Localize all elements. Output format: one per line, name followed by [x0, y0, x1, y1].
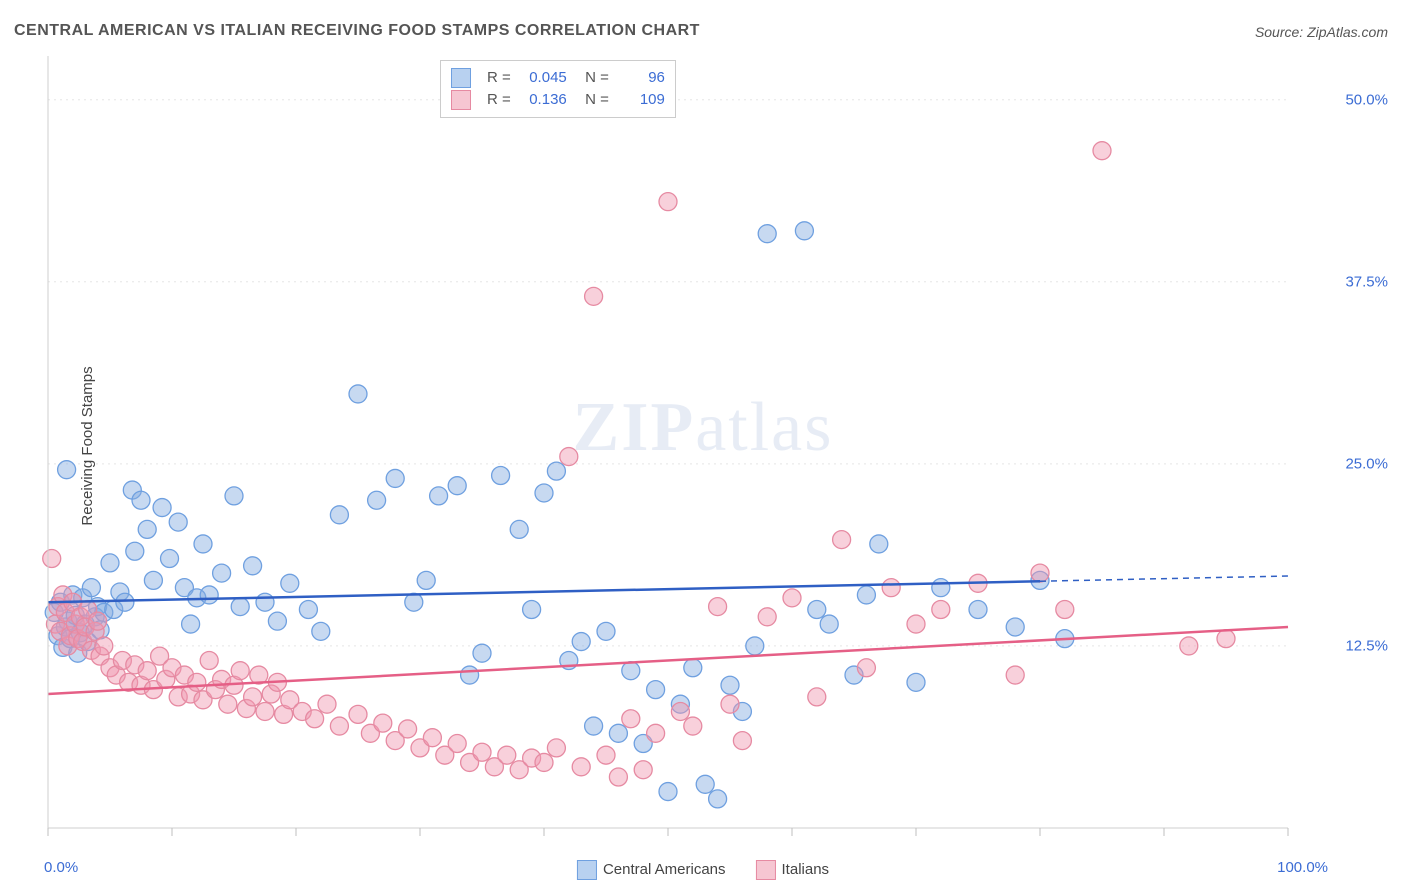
legend-item: Italians: [756, 860, 830, 880]
r-value: 0.045: [521, 67, 567, 89]
n-value: 109: [619, 89, 665, 111]
x-tick-label: 0.0%: [44, 859, 78, 876]
y-tick-label: 12.5%: [1345, 637, 1388, 654]
scatter-plot: [0, 0, 1406, 892]
n-label: N =: [577, 89, 609, 111]
n-label: N =: [577, 67, 609, 89]
legend-swatch: [577, 860, 597, 880]
r-label: R =: [487, 89, 511, 111]
r-label: R =: [487, 67, 511, 89]
legend-swatch: [451, 68, 471, 88]
y-tick-label: 50.0%: [1345, 91, 1388, 108]
legend-swatch: [756, 860, 776, 880]
y-tick-label: 37.5%: [1345, 273, 1388, 290]
series-legend: Central Americans Italians: [577, 860, 829, 880]
legend-label: Italians: [782, 861, 830, 878]
n-value: 96: [619, 67, 665, 89]
legend-stat-row: R = 0.045 N = 96: [451, 67, 665, 89]
legend-item: Central Americans: [577, 860, 726, 880]
correlation-legend: R = 0.045 N = 96 R = 0.136 N = 109: [440, 60, 676, 118]
x-tick-label: 100.0%: [1277, 859, 1328, 876]
chart-container: CENTRAL AMERICAN VS ITALIAN RECEIVING FO…: [0, 0, 1406, 892]
legend-swatch: [451, 90, 471, 110]
legend-stat-row: R = 0.136 N = 109: [451, 89, 665, 111]
legend-label: Central Americans: [603, 861, 726, 878]
y-tick-label: 25.0%: [1345, 455, 1388, 472]
r-value: 0.136: [521, 89, 567, 111]
